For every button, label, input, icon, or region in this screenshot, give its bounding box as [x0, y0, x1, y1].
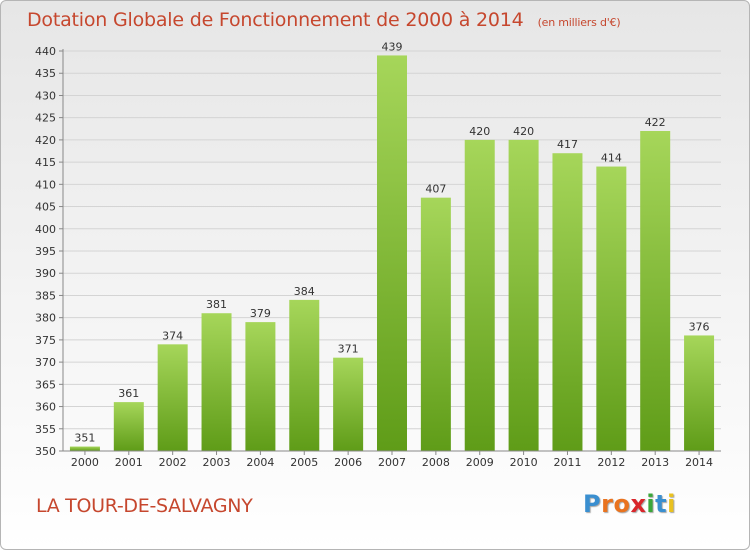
- y-tick-label: 430: [35, 89, 56, 102]
- y-tick-label: 405: [35, 201, 56, 214]
- y-tick-label: 350: [35, 445, 56, 458]
- bar: [157, 344, 188, 451]
- bars: 351 361 374 381 379 384 371 439 407 420 420 417 414 4…: [69, 40, 715, 452]
- logo-letter: i: [646, 490, 656, 518]
- bar-value-label: 361: [118, 387, 139, 400]
- chart-subtitle: (en milliers d'€): [537, 16, 621, 29]
- bar: [69, 446, 100, 451]
- chart-title: Dotation Globale de Fonctionnement de 20…: [27, 9, 621, 31]
- y-tick-label: 385: [35, 289, 56, 302]
- bar-value-label: 384: [294, 285, 315, 298]
- logo-letter: x: [630, 490, 647, 518]
- y-tick-label: 395: [35, 245, 56, 258]
- bar-value-label: 351: [74, 432, 95, 445]
- bar: [333, 357, 364, 451]
- logo-letter: r: [601, 490, 614, 518]
- bar-value-label: 422: [645, 116, 666, 129]
- y-tick-label: 380: [35, 312, 56, 325]
- logo-letter: P: [583, 490, 602, 518]
- y-tick-label: 410: [35, 178, 56, 191]
- bar: [113, 402, 144, 451]
- bar: [201, 313, 232, 451]
- x-tick-label: 2010: [510, 456, 538, 469]
- bar-value-label: 381: [206, 298, 227, 311]
- bar: [596, 166, 627, 452]
- y-tick-label: 355: [35, 423, 56, 436]
- x-tick-label: 2006: [334, 456, 362, 469]
- x-tick-label: 2009: [466, 456, 494, 469]
- logo-letter: i: [667, 490, 676, 518]
- axes: 350 355 360 365 370 375 380 385 390 395 400 405 410 4…: [35, 45, 721, 469]
- bar-value-label: 374: [162, 329, 183, 342]
- x-tick-label: 2001: [115, 456, 143, 469]
- y-tick-label: 375: [35, 334, 56, 347]
- x-tick-label: 2014: [685, 456, 713, 469]
- bar: [245, 322, 276, 451]
- y-tick-label: 425: [35, 112, 56, 125]
- y-tick-label: 365: [35, 378, 56, 391]
- y-tick-label: 390: [35, 267, 56, 280]
- y-tick-label: 420: [35, 134, 56, 147]
- town-name: LA TOUR-DE-SALVAGNY: [36, 495, 253, 517]
- bar: [684, 335, 715, 451]
- logo-letter: t: [655, 490, 668, 518]
- x-tick-label: 2012: [597, 456, 625, 469]
- bar: [464, 139, 495, 451]
- bar: [289, 299, 320, 451]
- bar-value-label: 376: [689, 320, 710, 333]
- x-tick-label: 2008: [422, 456, 450, 469]
- y-tick-label: 440: [35, 45, 56, 58]
- proxiti-logo: Proxiti: [583, 490, 676, 518]
- y-tick-label: 370: [35, 356, 56, 369]
- bar: [552, 153, 583, 451]
- bar-value-label: 439: [382, 40, 403, 53]
- bar-value-label: 417: [557, 138, 578, 151]
- bar-value-label: 379: [250, 307, 271, 320]
- x-tick-label: 2003: [203, 456, 231, 469]
- bar-value-label: 420: [513, 125, 534, 138]
- y-tick-label: 400: [35, 223, 56, 236]
- bar-value-label: 407: [425, 183, 446, 196]
- x-tick-label: 2000: [71, 456, 99, 469]
- y-tick-label: 435: [35, 67, 56, 80]
- x-tick-label: 2013: [641, 456, 669, 469]
- y-tick-label: 415: [35, 156, 56, 169]
- x-tick-label: 2011: [553, 456, 581, 469]
- logo-letter: o: [613, 490, 631, 518]
- bar: [508, 139, 539, 451]
- y-tick-label: 360: [35, 401, 56, 414]
- bar-value-label: 420: [469, 125, 490, 138]
- bar: [420, 197, 451, 451]
- bar: [640, 131, 671, 451]
- x-tick-label: 2004: [246, 456, 274, 469]
- x-tick-label: 2005: [290, 456, 318, 469]
- x-tick-label: 2002: [159, 456, 187, 469]
- bar-value-label: 371: [338, 343, 359, 356]
- bar-value-label: 414: [601, 152, 622, 165]
- bar: [377, 55, 407, 451]
- x-tick-label: 2007: [378, 456, 406, 469]
